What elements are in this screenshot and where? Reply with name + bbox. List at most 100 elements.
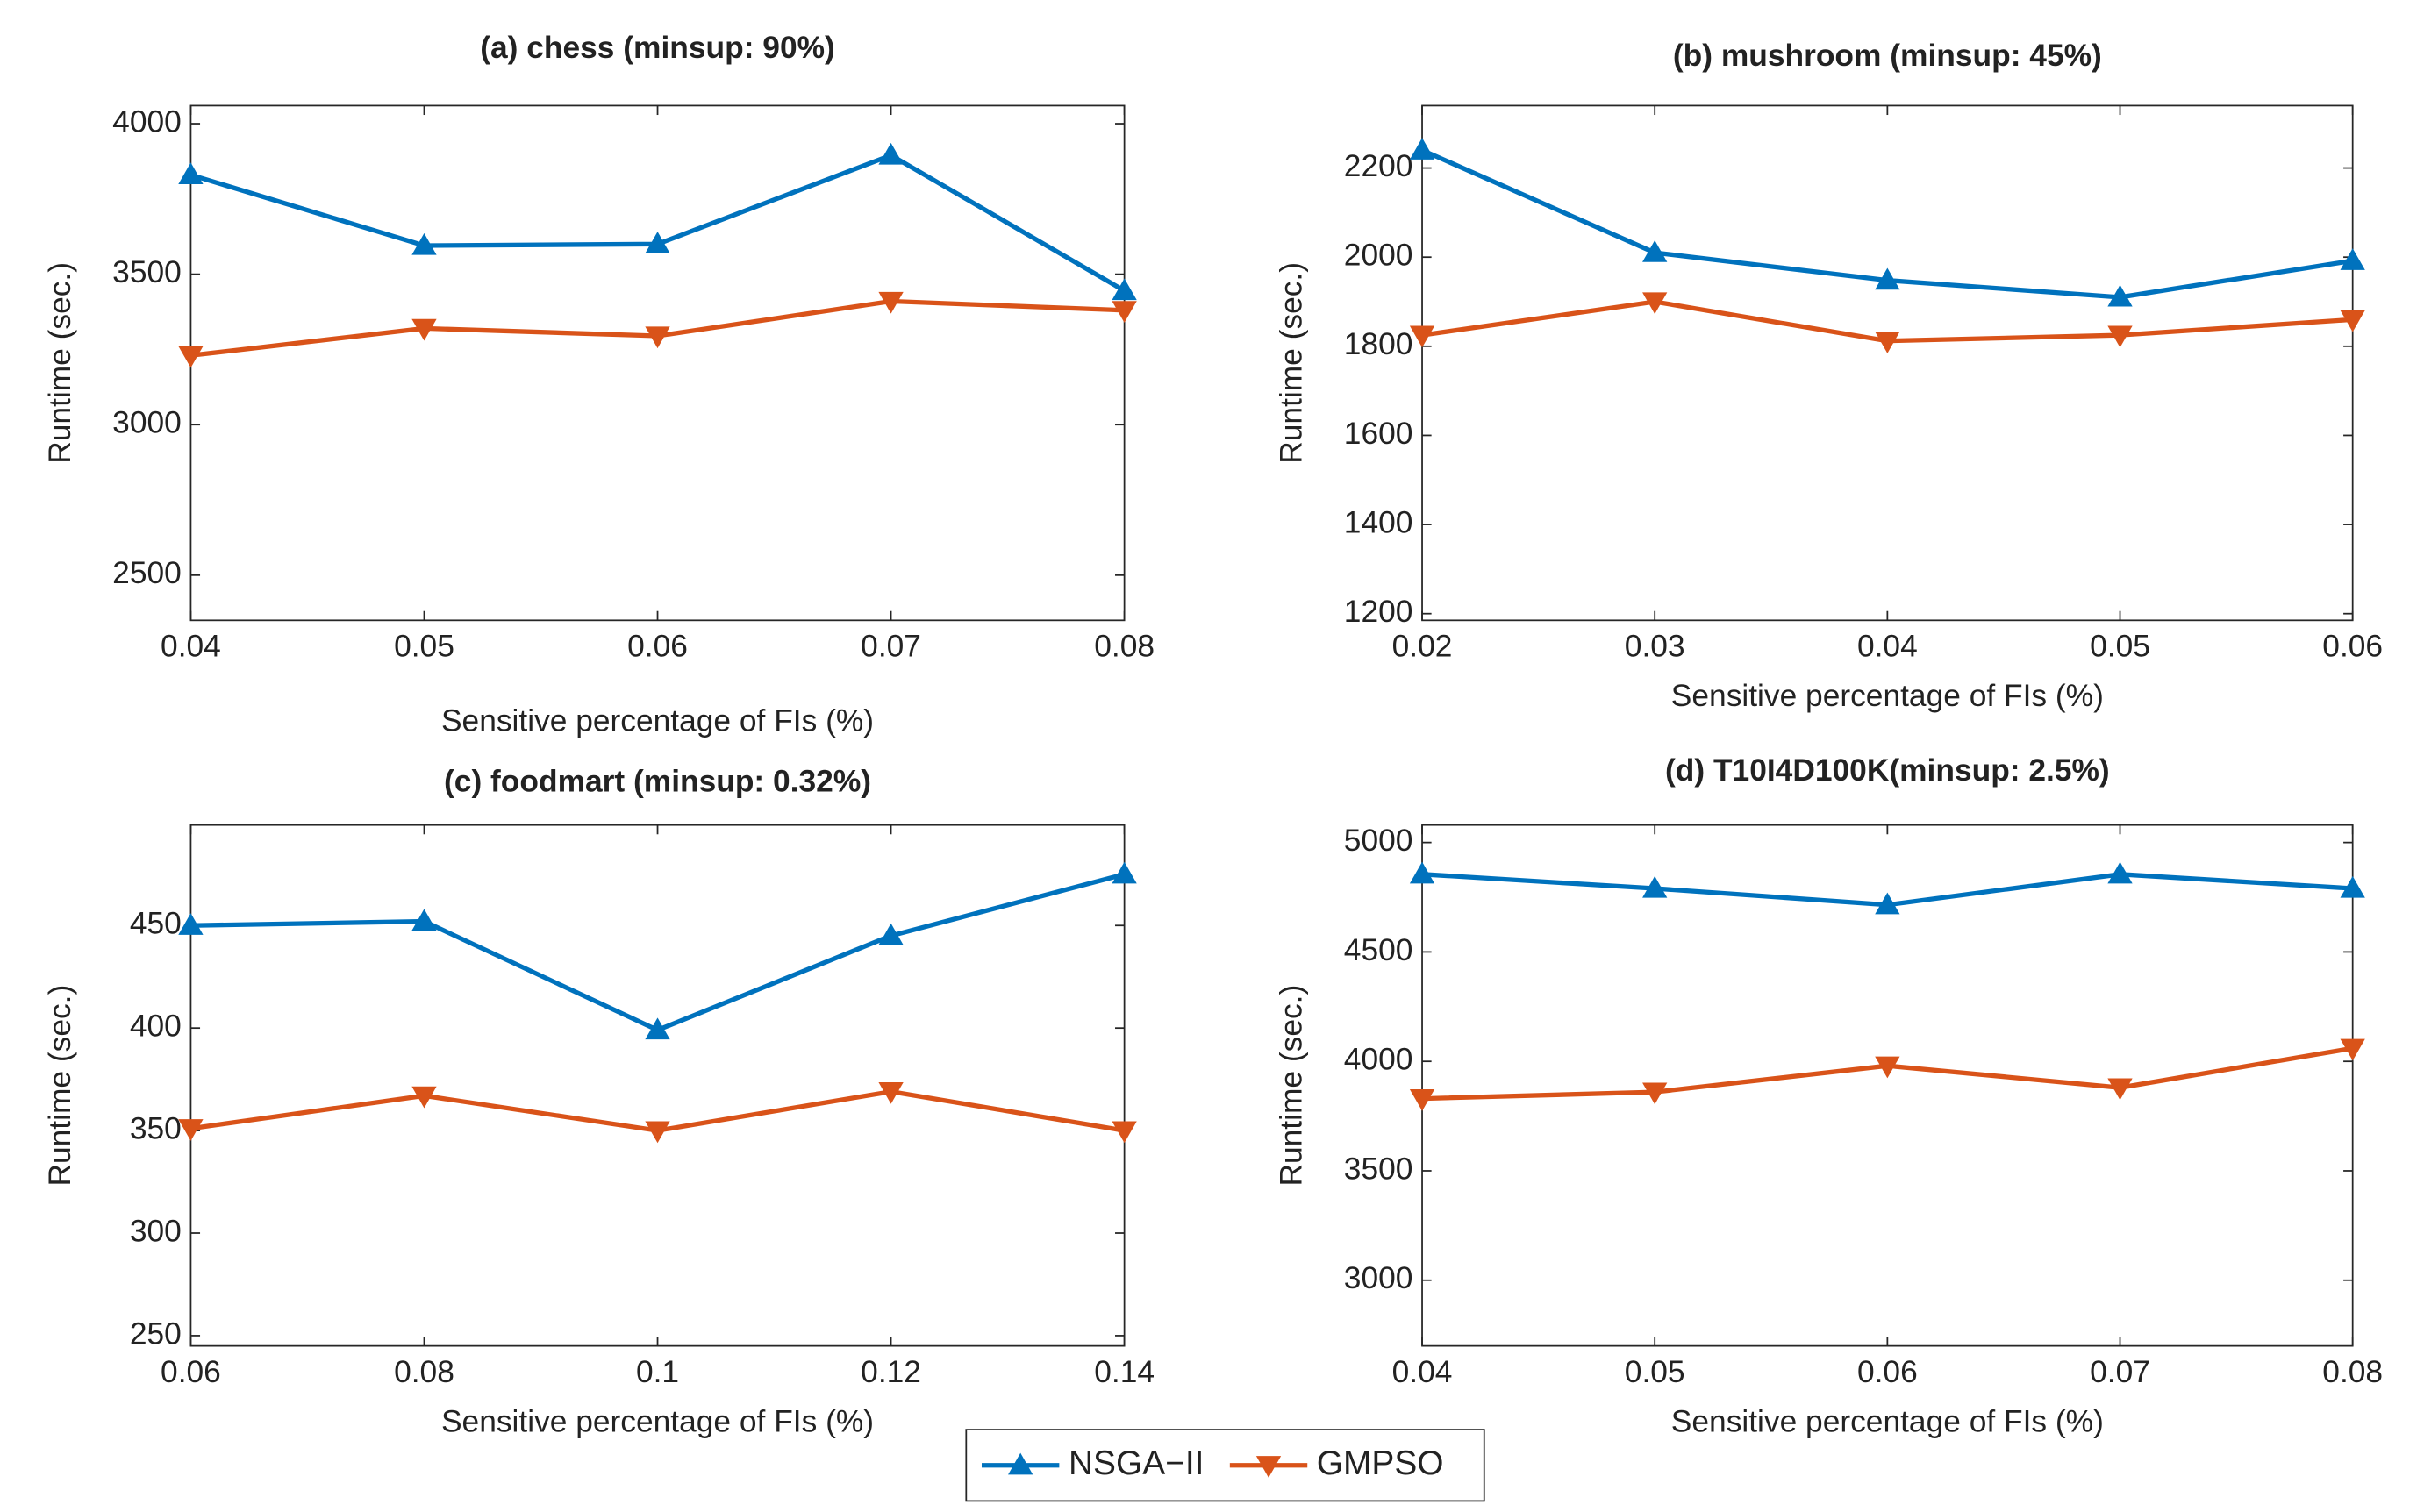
- x-axis-label: Sensitive percentage of FIs (%): [1671, 1404, 2104, 1438]
- legend-label: GMPSO: [1317, 1444, 1444, 1482]
- y-tick-label: 2200: [1344, 149, 1413, 183]
- marker: [411, 318, 437, 341]
- marker: [645, 326, 670, 349]
- chart-title: (b) mushroom (minsup: 45%): [1673, 39, 2102, 73]
- x-tick-label: 0.04: [1392, 1355, 1453, 1389]
- x-tick-label: 0.05: [1625, 1355, 1685, 1389]
- y-axis-label: Runtime (sec.): [43, 985, 77, 1187]
- marker: [645, 232, 670, 253]
- marker: [1875, 892, 1900, 915]
- x-tick-label: 0.04: [161, 629, 221, 663]
- marker: [1875, 1056, 1900, 1079]
- x-tick-label: 0.05: [394, 629, 454, 663]
- x-tick-label: 0.07: [861, 629, 921, 663]
- marker: [411, 909, 437, 931]
- x-axis-label: Sensitive percentage of FIs (%): [441, 1404, 874, 1438]
- marker: [878, 291, 904, 314]
- marker: [1875, 332, 1900, 353]
- legend-marker: [1008, 1452, 1033, 1475]
- plot-area: [1421, 104, 2354, 622]
- marker: [178, 1119, 204, 1141]
- y-tick-label: 2000: [1344, 239, 1413, 273]
- x-tick-label: 0.06: [1857, 1355, 1918, 1389]
- x-axis-label: Sensitive percentage of FIs (%): [1671, 679, 2104, 713]
- marker: [878, 142, 904, 165]
- marker: [178, 346, 204, 368]
- chart-title: (d) T10I4D100K(minsup: 2.5%): [1665, 753, 2110, 788]
- y-tick-label: 2500: [112, 556, 182, 590]
- marker: [645, 1121, 670, 1144]
- marker: [2107, 325, 2133, 348]
- y-tick-label: 1800: [1344, 327, 1413, 361]
- x-tick-label: 0.04: [1857, 629, 1918, 663]
- marker: [1409, 1089, 1435, 1111]
- y-tick-label: 1400: [1344, 505, 1413, 539]
- marker: [178, 162, 204, 184]
- plot-area: [189, 824, 1126, 1347]
- y-tick-label: 1600: [1344, 417, 1413, 451]
- x-tick-label: 0.08: [2322, 1355, 2383, 1389]
- marker: [1112, 861, 1137, 884]
- y-tick-label: 400: [130, 1009, 182, 1044]
- y-axis-label: Runtime (sec.): [1275, 262, 1309, 464]
- marker: [1642, 875, 1668, 898]
- marker: [1112, 1121, 1137, 1144]
- marker: [878, 1082, 904, 1104]
- y-tick-label: 450: [130, 907, 182, 941]
- y-tick-label: 1200: [1344, 595, 1413, 629]
- y-tick-label: 300: [130, 1214, 182, 1248]
- x-axis-label: Sensitive percentage of FIs (%): [441, 703, 874, 738]
- marker: [2107, 1078, 2133, 1101]
- y-tick-label: 4500: [1344, 933, 1413, 967]
- marker: [1409, 325, 1435, 348]
- marker: [1642, 1082, 1668, 1105]
- marker: [411, 232, 437, 255]
- marker: [645, 1017, 670, 1040]
- marker: [1112, 301, 1137, 323]
- x-tick-label: 0.07: [2090, 1355, 2150, 1389]
- x-tick-label: 0.08: [1094, 629, 1155, 663]
- chart-title: (c) foodmart (minsup: 0.32%): [444, 764, 871, 798]
- legend-label: NSGA−II: [1069, 1444, 1204, 1482]
- marker: [2340, 248, 2365, 270]
- x-tick-label: 0.06: [161, 1355, 221, 1389]
- y-tick-label: 3500: [1344, 1152, 1413, 1186]
- y-tick-label: 250: [130, 1316, 182, 1351]
- marker: [2340, 1038, 2365, 1061]
- y-axis-label: Runtime (sec.): [43, 262, 77, 464]
- x-tick-label: 0.06: [2322, 629, 2383, 663]
- x-tick-label: 0.05: [2090, 629, 2150, 663]
- x-tick-label: 0.12: [861, 1355, 921, 1389]
- x-tick-label: 0.14: [1094, 1355, 1155, 1389]
- marker: [1642, 292, 1668, 315]
- y-tick-label: 5000: [1344, 824, 1413, 858]
- y-axis-label: Runtime (sec.): [1275, 985, 1309, 1187]
- y-tick-label: 4000: [112, 104, 182, 139]
- y-tick-label: 3000: [1344, 1261, 1413, 1295]
- x-tick-label: 0.02: [1392, 629, 1453, 663]
- y-tick-label: 3000: [112, 406, 182, 440]
- marker: [2340, 310, 2365, 332]
- marker: [1875, 267, 1900, 290]
- legend-marker: [1255, 1456, 1282, 1478]
- marker: [1112, 278, 1137, 301]
- marker: [1642, 239, 1668, 262]
- plot-area: [189, 104, 1126, 622]
- x-tick-label: 0.03: [1625, 629, 1685, 663]
- x-tick-label: 0.08: [394, 1355, 454, 1389]
- marker: [878, 923, 904, 945]
- marker: [411, 1086, 437, 1109]
- x-tick-label: 0.06: [627, 629, 688, 663]
- marker: [178, 913, 204, 935]
- marker: [2340, 875, 2365, 898]
- marker: [1409, 861, 1435, 884]
- y-tick-label: 4000: [1344, 1043, 1413, 1077]
- marker: [2107, 861, 2133, 884]
- x-tick-label: 0.1: [636, 1355, 679, 1389]
- chart-title: (a) chess (minsup: 90%): [480, 31, 835, 65]
- y-tick-label: 350: [130, 1111, 182, 1145]
- marker: [2107, 284, 2133, 307]
- y-tick-label: 3500: [112, 255, 182, 289]
- marker: [1409, 138, 1435, 160]
